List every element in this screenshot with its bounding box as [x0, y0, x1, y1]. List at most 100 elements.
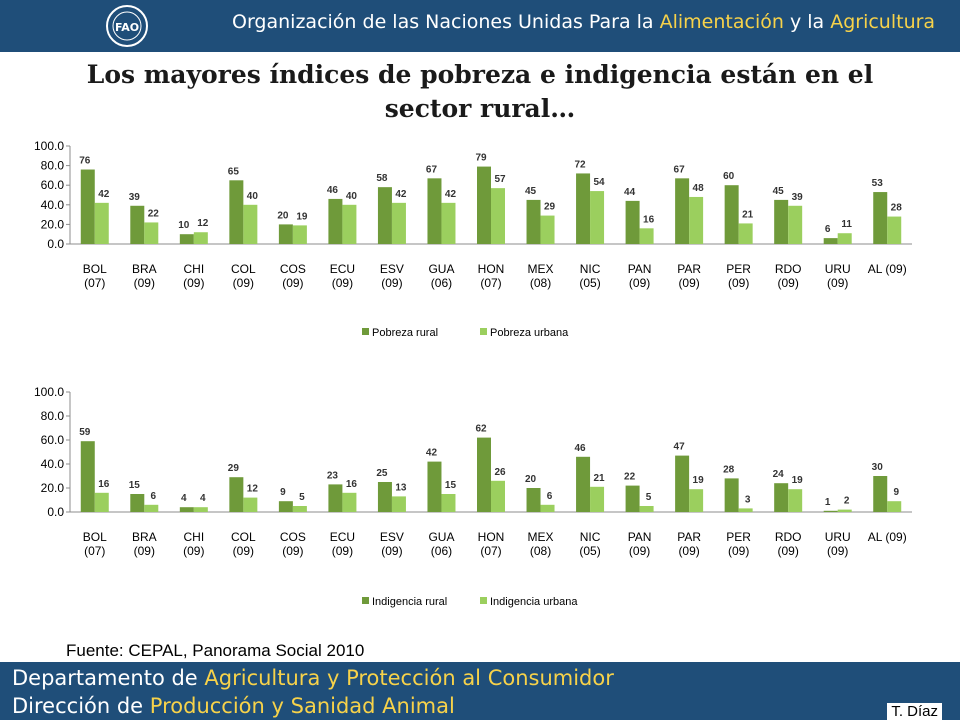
- x-category-label: GUA (06): [428, 530, 454, 558]
- x-category-label: CHI (09): [183, 530, 204, 558]
- data-label: 16: [643, 214, 655, 225]
- x-category-label: MEX (08): [528, 530, 554, 558]
- data-label: 40: [346, 191, 358, 202]
- bar-rural: [130, 205, 145, 244]
- bar-urbana: [441, 494, 456, 512]
- x-category-label: PAR (09): [677, 262, 701, 290]
- data-label: 1: [825, 497, 831, 508]
- x-category-label: BRA (09): [132, 530, 157, 558]
- data-label: 45: [525, 186, 537, 197]
- bar-urbana: [441, 202, 456, 244]
- bar-rural: [328, 198, 343, 244]
- bar-urbana: [887, 216, 902, 244]
- x-category-label: ECU (09): [330, 530, 355, 558]
- x-category-label: RDO (09): [775, 530, 802, 558]
- source-note: Fuente: CEPAL, Panorama Social 2010: [66, 641, 365, 660]
- fao-logo: FAO: [106, 5, 148, 47]
- data-label: 19: [693, 475, 705, 486]
- x-category-label: RDO (09): [775, 262, 802, 290]
- bar-urbana: [639, 228, 654, 244]
- bar-rural: [427, 461, 442, 512]
- bar-urbana: [689, 489, 704, 512]
- data-label: 6: [547, 491, 553, 502]
- bar-rural: [477, 437, 491, 512]
- bar-urbana: [193, 232, 208, 244]
- data-label: 25: [376, 468, 388, 479]
- data-label: 2: [844, 496, 850, 507]
- data-label: 9: [280, 487, 286, 498]
- bar-rural: [724, 478, 739, 512]
- data-label: 67: [426, 164, 438, 175]
- x-category-label: BOL (07): [83, 262, 107, 290]
- data-label: 62: [475, 424, 487, 435]
- data-label: 45: [773, 186, 785, 197]
- bar-urbana: [639, 506, 654, 512]
- legend-swatch: [362, 597, 369, 604]
- data-label: 10: [178, 220, 190, 231]
- bar-urbana: [837, 233, 852, 244]
- author-label: T. Díaz: [887, 703, 942, 720]
- legend-label: Indigencia rural: [372, 596, 447, 608]
- data-label: 15: [445, 480, 457, 491]
- x-category-label: COS (09): [280, 530, 306, 558]
- y-tick-label: 60.0: [41, 433, 65, 447]
- x-category-label: NIC (05): [579, 530, 600, 558]
- y-tick-label: 0.0: [47, 505, 64, 519]
- data-label: 24: [773, 469, 785, 480]
- data-label: 54: [593, 177, 605, 188]
- bar-rural: [229, 477, 244, 512]
- data-label: 53: [872, 178, 884, 189]
- x-category-label: AL (09): [868, 262, 907, 276]
- bar-urbana: [491, 480, 505, 512]
- data-label: 20: [525, 474, 537, 485]
- bar-rural: [625, 200, 640, 244]
- bar-urbana: [391, 496, 406, 512]
- data-label: 5: [646, 492, 652, 503]
- x-category-label: AL (09): [868, 530, 907, 544]
- bar-rural: [576, 173, 591, 244]
- y-tick-label: 80.0: [41, 409, 65, 423]
- x-category-label: COS (09): [280, 262, 306, 290]
- bar-rural: [724, 185, 739, 244]
- bar-urbana: [391, 202, 406, 244]
- data-label: 42: [395, 189, 407, 200]
- data-label: 67: [674, 164, 686, 175]
- x-category-label: NIC (05): [579, 262, 600, 290]
- x-category-label: ESV (09): [380, 262, 404, 290]
- legend-label: Indigencia urbana: [490, 596, 578, 608]
- bar-urbana: [243, 497, 258, 512]
- bar-rural: [427, 178, 442, 244]
- x-category-label: PAN (09): [628, 530, 652, 558]
- x-category-label: PER (09): [726, 262, 751, 290]
- bar-urbana: [590, 191, 605, 244]
- x-category-label: URU (09): [825, 262, 851, 290]
- bar-rural: [130, 494, 145, 512]
- data-label: 39: [129, 192, 141, 203]
- bar-urbana: [689, 196, 704, 244]
- bar-urbana: [540, 504, 555, 512]
- data-label: 29: [544, 202, 556, 213]
- bar-rural: [179, 507, 194, 512]
- y-tick-label: 40.0: [41, 198, 65, 212]
- data-label: 13: [395, 482, 407, 493]
- x-category-label: HON (07): [478, 530, 505, 558]
- data-label: 16: [98, 479, 110, 490]
- header-bar: FAO Organización de las Naciones Unidas …: [0, 0, 960, 52]
- directorate-name: Dirección de Producción y Sanidad Animal: [12, 694, 455, 718]
- y-tick-label: 100.0: [34, 139, 64, 153]
- bar-rural: [774, 199, 789, 244]
- data-label: 39: [792, 192, 804, 203]
- data-label: 65: [228, 166, 240, 177]
- data-label: 42: [426, 448, 438, 459]
- data-label: 76: [79, 156, 91, 167]
- department-name: Departamento de Agricultura y Protección…: [12, 666, 614, 690]
- x-category-label: ESV (09): [380, 530, 404, 558]
- bar-urbana: [292, 506, 307, 512]
- y-tick-label: 0.0: [47, 237, 64, 251]
- y-tick-label: 20.0: [41, 481, 65, 495]
- bar-urbana: [738, 223, 753, 244]
- data-label: 46: [327, 185, 339, 196]
- x-category-label: PER (09): [726, 530, 751, 558]
- bar-rural: [823, 238, 838, 244]
